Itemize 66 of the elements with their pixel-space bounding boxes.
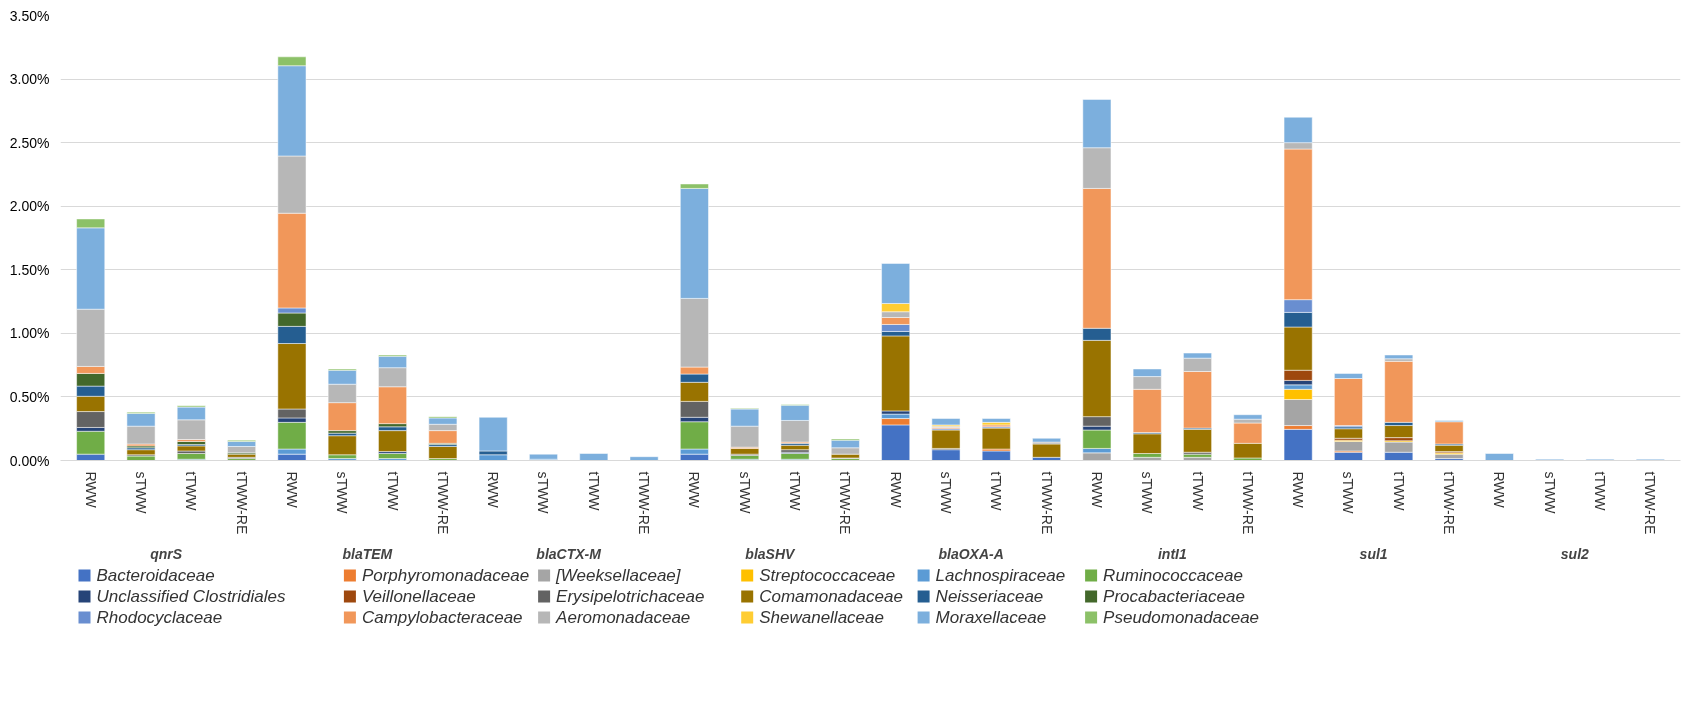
legend-label: Veillonellaceae <box>361 587 476 606</box>
legend-label: Moraxellaceae <box>935 608 1047 627</box>
y-tick-label: 1.50% <box>9 261 50 278</box>
legend-label: Pseudomonadaceae <box>1103 608 1260 627</box>
legend-label: Rhodocyclaceae <box>96 608 223 627</box>
text: sul2 <box>1560 545 1590 562</box>
legend-label: [Weeksellaceae] <box>555 566 682 585</box>
x-tick-label: tTWW <box>183 471 200 512</box>
text: sul1 <box>1359 545 1388 562</box>
y-tick-label: 0.00% <box>9 452 50 469</box>
x-tick-label: sTWW <box>133 471 149 515</box>
legend-label: Procabacteriaceae <box>1103 587 1245 606</box>
x-tick-label: sTWW <box>334 471 351 515</box>
text: blaSHV <box>745 545 797 562</box>
x-tick-label: tTWW <box>585 471 602 512</box>
y-tick-label: 1.00% <box>9 325 50 342</box>
legend-label: Aeromonadaceae <box>555 608 691 627</box>
x-tick-label: RWW <box>1088 471 1105 509</box>
legend-label: Campylobacteraceae <box>361 608 523 627</box>
legend-label: Porphyromonadaceae <box>361 566 530 585</box>
x-tick-label: tTWW <box>1390 471 1407 512</box>
y-tick-label: 3.00% <box>9 71 50 88</box>
x-tick-label: tTWW <box>1592 471 1608 512</box>
y-tick-label: 2.00% <box>9 198 50 215</box>
x-tick-label: tTWW <box>988 471 1005 512</box>
x-tick-label: tTWW-RE <box>1441 471 1458 535</box>
x-tick-label: tTWW-RE <box>233 471 250 535</box>
x-tick-label: tTWW-RE <box>1239 471 1256 535</box>
x-tick-label: sTWW <box>535 471 552 515</box>
x-tick-label: RWW <box>485 471 502 509</box>
x-tick-label: tTWW <box>787 471 804 512</box>
y-tick-label: 3.50% <box>9 7 50 24</box>
x-tick-label: tTWW-RE <box>636 471 653 535</box>
x-tick-label: RWW <box>82 471 99 509</box>
legend-label: Bacteroidaceae <box>96 566 215 585</box>
x-tick-label: tTWW-RE <box>434 471 451 535</box>
legend-label: Lachnospiraceae <box>935 566 1066 585</box>
x-tick-label: RWW <box>1491 471 1508 509</box>
x-tick-label: sTWW <box>1541 471 1558 515</box>
text: blaOXA-A <box>938 545 1004 562</box>
legend-label: Ruminococcaceae <box>1103 566 1243 585</box>
x-tick-label: sTWW <box>1340 471 1357 515</box>
legend-label: Comamonadaceae <box>759 587 903 606</box>
x-tick-label: RWW <box>283 471 300 509</box>
y-tick-label: 0.50% <box>9 388 50 405</box>
x-tick-label: RWW <box>686 471 703 509</box>
legend-label: Streptococcaceae <box>759 566 896 585</box>
y-tick-label: 2.50% <box>9 134 50 151</box>
legend-label: Neisseriaceae <box>935 587 1044 606</box>
x-tick-label: sTWW <box>1139 471 1156 515</box>
legend-label: Shewanellaceae <box>759 608 884 627</box>
text: blaTEM <box>342 545 393 562</box>
x-tick-label: tTWW-RE <box>837 471 854 535</box>
text: qnrS <box>150 545 183 562</box>
x-tick-label: tTWW-RE <box>1038 471 1055 535</box>
legend-label: Unclassified Clostridiales <box>96 587 286 606</box>
legend-label: Erysipelotrichaceae <box>556 587 705 606</box>
x-tick-label: tTWW-RE <box>1642 471 1659 535</box>
x-tick-label: RWW <box>887 471 904 509</box>
text: intI1 <box>1157 545 1187 562</box>
x-tick-label: RWW <box>1290 471 1307 509</box>
text: blaCTX-M <box>536 545 602 562</box>
x-tick-label: tTWW <box>384 471 401 512</box>
x-tick-label: tTWW <box>1189 471 1206 512</box>
x-tick-label: sTWW <box>736 471 753 515</box>
x-tick-label: sTWW <box>937 471 954 515</box>
